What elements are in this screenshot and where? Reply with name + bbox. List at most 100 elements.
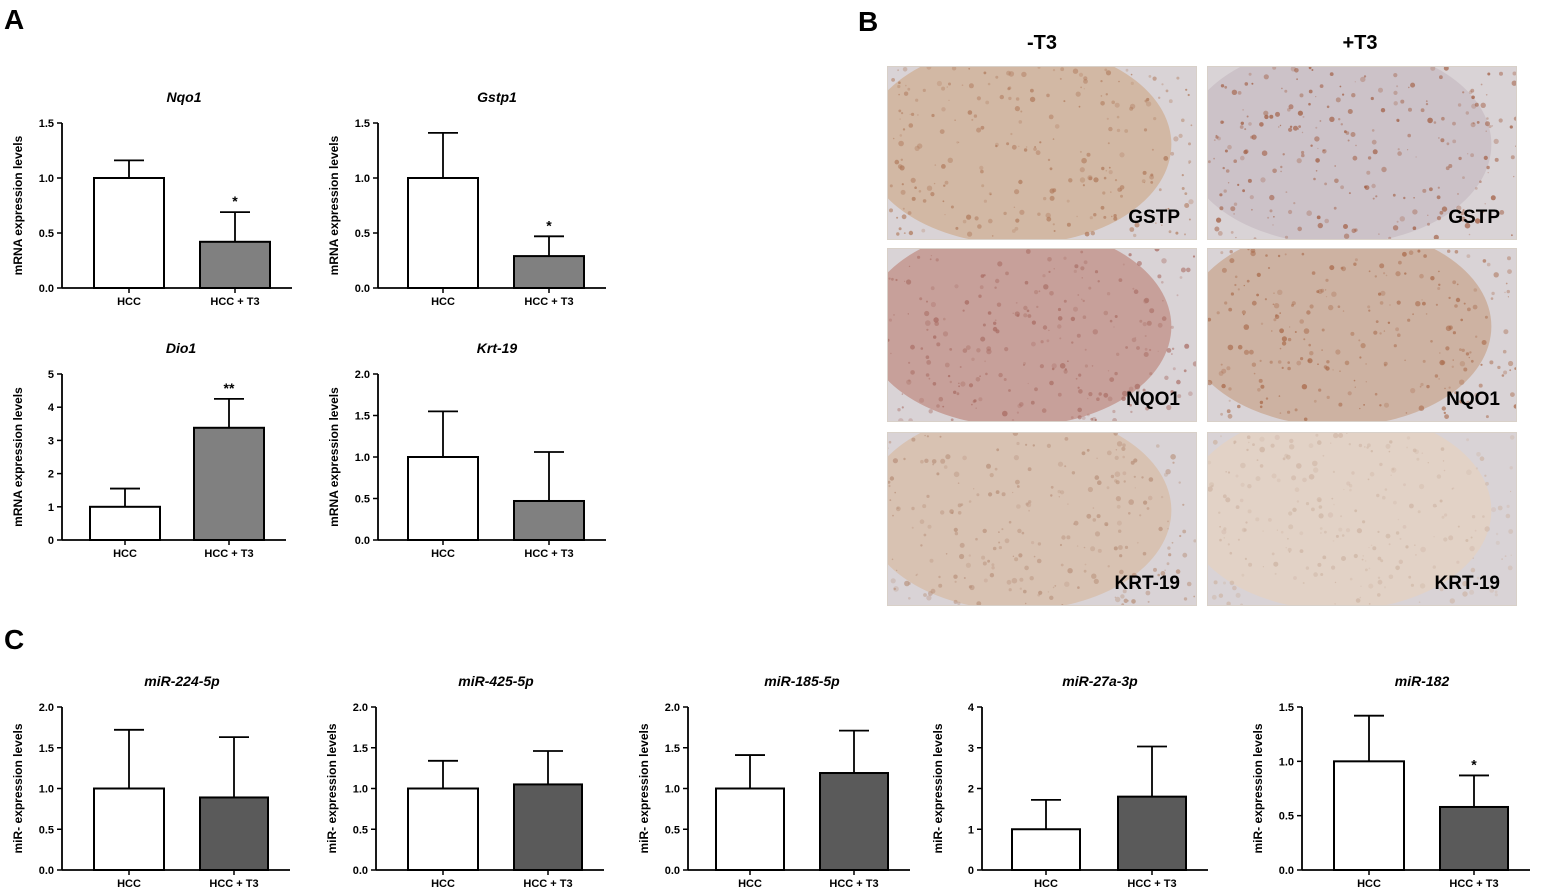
y-tick-label: 1.0 (39, 784, 54, 796)
bar-hcc (715, 787, 785, 871)
y-tick-label: 1.5 (355, 118, 370, 130)
significance-marker: * (546, 217, 552, 233)
bar-hcc (1333, 760, 1405, 871)
y-tick-label: 0.5 (39, 824, 54, 836)
y-axis-label: miR- expression levels (637, 723, 651, 853)
y-axis-label: mRNA expression levels (327, 135, 341, 275)
bar-hcc-t3 (513, 783, 583, 871)
y-axis-label: miR- expression levels (11, 723, 25, 853)
chart-mir-27a-3p: miR-27a-3p miR- expression levels 0 1 2 3 4 HCC… (931, 673, 1208, 890)
bar-hcc-t3 (199, 796, 269, 872)
y-axis-label: miR- expression levels (1251, 723, 1265, 853)
y-tick-label: 1.0 (665, 784, 680, 796)
x-tick-label: HCC + T3 (523, 878, 572, 890)
y-tick-label: 4 (968, 702, 975, 714)
y-tick-label: 1.0 (355, 173, 370, 185)
significance-marker: ** (224, 380, 235, 396)
y-tick-label: 1.5 (39, 118, 54, 130)
y-axis-label: miR- expression levels (325, 723, 339, 853)
x-tick-label: HCC (1357, 878, 1381, 890)
bar-hcc (93, 177, 165, 289)
micrograph-krt-19-minus-t3: KRT-19 (887, 432, 1197, 606)
y-tick-label: 4 (48, 402, 55, 414)
y-tick-label: 2.0 (39, 702, 54, 714)
y-tick-label: 0.0 (355, 283, 370, 295)
x-tick-label: HCC (431, 878, 455, 890)
y-tick-label: 1.5 (353, 743, 368, 755)
y-axis-label: mRNA expression levels (327, 387, 341, 527)
y-tick-label: 2.0 (355, 369, 370, 381)
x-tick-label: HCC (738, 878, 762, 890)
chart-title: Krt-19 (477, 340, 518, 356)
x-tick-label: HCC + T3 (1127, 878, 1176, 890)
chart-mir-182: miR-182 miR- expression levels 0.0 0.5 1.0 1.… (1251, 673, 1530, 890)
column-header-minus-t3: -T3 (1027, 32, 1057, 54)
y-tick-label: 1.0 (355, 452, 370, 464)
y-tick-label: 1.5 (39, 743, 54, 755)
chart-title: miR-27a-3p (1062, 673, 1138, 689)
chart-mir-425-5p: miR-425-5p miR- expression levels 0.0 0.5 1.… (325, 673, 604, 890)
y-tick-label: 0 (968, 865, 974, 877)
bar-hcc-t3 (513, 499, 585, 541)
y-tick-label: 0.5 (39, 228, 54, 240)
chart-title: Dio1 (166, 340, 197, 356)
micrograph-nqo1-plus-t3: NQO1 (1207, 248, 1517, 422)
bar-hcc-t3 (819, 772, 889, 872)
y-tick-label: 1.0 (39, 173, 54, 185)
x-tick-label: HCC + T3 (829, 878, 878, 890)
x-tick-label: HCC + T3 (209, 878, 258, 890)
y-tick-label: 0.0 (39, 283, 54, 295)
micrograph-nqo1-minus-t3: NQO1 (887, 248, 1197, 422)
x-tick-label: HCC (113, 548, 137, 560)
bar-hcc (407, 456, 479, 541)
chart-title: miR-182 (1395, 673, 1450, 689)
y-tick-label: 0.0 (353, 865, 368, 877)
x-tick-label: HCC + T3 (204, 548, 253, 560)
chart-title: miR-425-5p (458, 673, 534, 689)
y-tick-label: 5 (48, 369, 54, 381)
panel-letter-b: B (858, 6, 879, 37)
y-tick-label: 0.5 (665, 824, 680, 836)
y-tick-label: 2.0 (665, 702, 680, 714)
y-tick-label: 1.5 (1279, 702, 1294, 714)
y-tick-label: 0.5 (355, 228, 370, 240)
x-tick-label: HCC (117, 296, 141, 308)
y-tick-label: 2.0 (353, 702, 368, 714)
chart-title: Gstp1 (477, 89, 517, 105)
chart-mir-185-5p: miR-185-5p miR- expression levels 0.0 0.5 1.… (637, 673, 910, 890)
y-tick-label: 0.0 (1279, 865, 1294, 877)
tissue-image (888, 249, 1196, 421)
micrograph-gstp-minus-t3: GSTP (887, 66, 1197, 240)
y-axis-label: miR- expression levels (931, 723, 945, 853)
y-tick-label: 3 (48, 435, 54, 447)
y-axis-label: mRNA expression levels (11, 135, 25, 275)
bar-hcc-t3 (1439, 805, 1509, 871)
stain-label: GSTP (1448, 207, 1500, 228)
chart-mir-224-5p: miR-224-5p miR- expression levels 0.0 0.5 1.… (11, 673, 290, 890)
panel-letter-c: C (4, 624, 25, 655)
y-tick-label: 0 (48, 535, 54, 547)
chart-title: Nqo1 (167, 89, 202, 105)
significance-marker: * (232, 193, 238, 209)
y-tick-label: 2 (48, 469, 54, 481)
x-tick-label: HCC (117, 878, 141, 890)
y-tick-label: 1.5 (355, 411, 370, 423)
tissue-image (1208, 67, 1516, 239)
stain-label: KRT-19 (1434, 573, 1500, 594)
y-tick-label: 1 (48, 502, 54, 514)
stain-label: NQO1 (1126, 389, 1180, 410)
y-tick-label: 0.5 (1279, 811, 1294, 823)
bar-hcc-t3 (513, 255, 585, 290)
y-tick-label: 0.0 (665, 865, 680, 877)
y-tick-label: 3 (968, 743, 974, 755)
x-tick-label: HCC + T3 (1449, 878, 1498, 890)
bar-hcc (93, 787, 165, 871)
bar-hcc-t3 (1117, 795, 1187, 872)
y-tick-label: 2 (968, 784, 974, 796)
y-tick-label: 0.5 (355, 494, 370, 506)
y-axis-label: mRNA expression levels (11, 387, 25, 527)
x-tick-label: HCC (1034, 878, 1058, 890)
chart-title: miR-224-5p (144, 673, 220, 689)
y-tick-label: 1.0 (1279, 756, 1294, 768)
